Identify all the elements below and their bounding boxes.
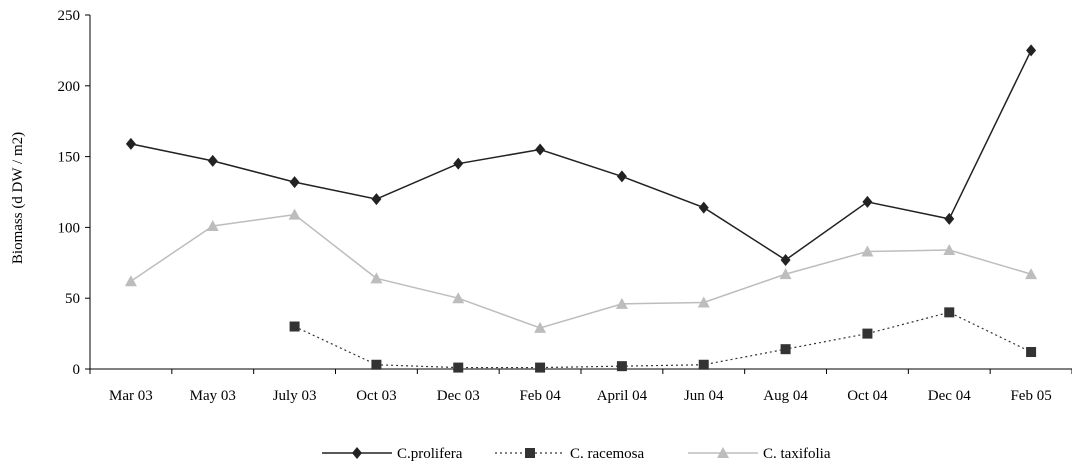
data-point	[371, 359, 382, 370]
data-point	[698, 201, 709, 214]
x-tick-label: Dec 03	[437, 388, 480, 404]
data-point	[535, 362, 546, 373]
legend-marker	[525, 448, 535, 458]
data-point	[452, 292, 465, 304]
data-point	[124, 275, 137, 287]
data-point	[616, 170, 627, 183]
x-tick-label: Feb 04	[519, 388, 561, 404]
data-point	[780, 344, 791, 355]
data-point	[207, 154, 218, 167]
x-axis-ticks: Mar 03 May 03 July 03 Oct 03 Dec 03 Feb 04 Apr…	[89, 369, 1072, 404]
y-axis-title: Biomass (d DW / m2)	[10, 132, 26, 264]
legend-item: C.prolifera	[322, 446, 463, 462]
data-point	[206, 219, 219, 231]
x-tick-label: Jun 04	[684, 388, 724, 404]
series-c-taxifolia	[124, 208, 1038, 333]
x-tick-label: Oct 03	[356, 388, 396, 404]
x-tick-label: Oct 04	[847, 388, 888, 404]
legend-label: C. racemosa	[570, 446, 644, 462]
x-tick-label: April 04	[597, 388, 648, 404]
x-tick-label: May 03	[190, 388, 236, 404]
data-point	[371, 193, 382, 206]
data-point	[1026, 347, 1037, 358]
data-point	[615, 297, 628, 309]
data-point	[862, 328, 873, 339]
legend-item: C. racemosa	[495, 446, 644, 462]
legend: C.prolifera C. racemosa C. taxifolia	[322, 446, 831, 462]
data-point	[289, 176, 300, 189]
data-point	[779, 268, 792, 280]
data-point	[534, 321, 547, 333]
data-point	[1026, 44, 1037, 57]
y-tick-label: 100	[58, 220, 81, 236]
data-point	[780, 253, 791, 266]
data-point	[453, 362, 464, 373]
y-tick-label: 50	[65, 291, 80, 307]
data-point	[288, 208, 301, 220]
data-point	[125, 137, 136, 150]
data-point	[370, 272, 383, 284]
x-tick-label: Dec 04	[928, 388, 971, 404]
y-tick-label: 200	[58, 79, 81, 95]
x-tick-label: Aug 04	[763, 388, 808, 404]
x-tick-label: Feb 05	[1010, 388, 1051, 404]
series-c-racemosa	[289, 307, 1037, 373]
data-point	[535, 143, 546, 156]
data-point	[1025, 268, 1038, 280]
series-group	[124, 44, 1038, 373]
data-point	[453, 157, 464, 170]
series-line	[130, 50, 1032, 261]
legend-label: C.prolifera	[397, 446, 463, 462]
legend-label: C. taxifolia	[763, 446, 831, 462]
legend-marker	[352, 447, 362, 459]
data-point	[698, 359, 709, 370]
series-line	[130, 213, 1032, 329]
data-point	[861, 245, 874, 257]
data-point	[616, 361, 627, 372]
legend-marker	[717, 447, 729, 458]
series-line	[294, 311, 1032, 369]
series-c-prolifera	[125, 44, 1037, 266]
y-tick-label: 250	[58, 8, 81, 24]
y-tick-label: 0	[73, 362, 81, 378]
data-point	[944, 212, 955, 225]
x-tick-label: Mar 03	[109, 388, 153, 404]
data-point	[943, 244, 956, 256]
legend-item: C. taxifolia	[688, 446, 831, 462]
y-tick-label: 150	[58, 150, 81, 166]
y-axis-ticks: 0 50 100 150 200 250	[58, 8, 90, 378]
data-point	[944, 307, 955, 318]
data-point	[697, 296, 710, 308]
x-tick-label: July 03	[273, 388, 317, 404]
data-point	[862, 195, 873, 208]
data-point	[289, 321, 300, 332]
